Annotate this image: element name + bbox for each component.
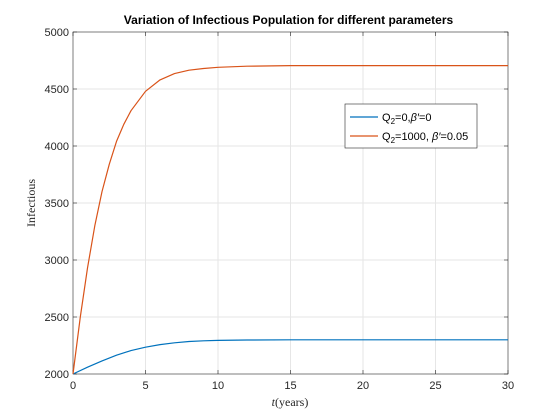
legend-box [344, 103, 478, 149]
x-tick-label: 0 [70, 380, 76, 392]
series-layer [72, 64, 508, 375]
y-tick-label: 2000 [45, 369, 69, 381]
legend-label-1: Q2=0,β′=0 [382, 112, 432, 126]
y-tick-label: 3500 [45, 198, 69, 210]
x-axis-label-italic: t [272, 395, 276, 409]
y-tick-label: 5000 [45, 27, 69, 39]
series-line-2 [72, 64, 508, 375]
y-tick-label: 3000 [45, 255, 69, 267]
y-axis-label: Infectious [24, 179, 38, 227]
y-tick-label: 4500 [45, 84, 69, 96]
legend: Q2=0,β′=0 Q2=1000, β′=0.05 [344, 103, 478, 149]
x-tick-label: 5 [142, 380, 148, 392]
x-axis-label-rest: (years) [275, 395, 308, 409]
grid [73, 32, 508, 374]
series-line-1 [72, 339, 508, 375]
x-tick-label: 25 [429, 380, 441, 392]
y-tick-label: 2500 [45, 312, 69, 324]
x-tick-label: 10 [212, 380, 224, 392]
legend-label-2: Q2=1000, β′=0.05 [382, 131, 468, 145]
y-tick-label: 4000 [45, 141, 69, 153]
x-tick-label: 30 [502, 380, 514, 392]
x-axis-label: t(years) [272, 395, 309, 409]
x-tick-label: 20 [357, 380, 369, 392]
chart-title: Variation of Infectious Population for d… [124, 13, 454, 27]
axis-ticks: 0 5 10 15 20 25 30 2000 2500 3000 3500 4000 4500 5000 [45, 27, 515, 392]
x-tick-label: 15 [284, 380, 296, 392]
